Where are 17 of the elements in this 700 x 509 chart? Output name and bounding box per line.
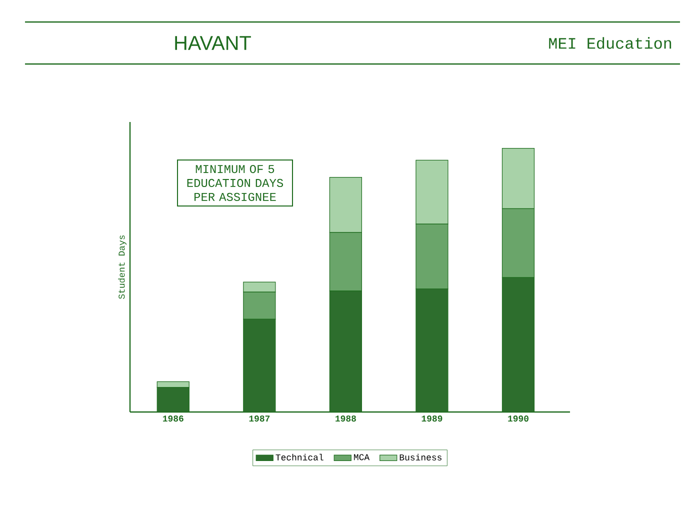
text: MEI Education (549, 37, 672, 49)
legend-label: MCA (354, 454, 370, 460)
bar (416, 288, 448, 412)
x-tick-label: 1990 (508, 416, 528, 422)
legend-label: Technical (276, 454, 324, 460)
x-tick-label: 1986 (162, 416, 184, 422)
annotation: MINIMUM OF 5 EDUCATION DAYS PER ASSIGNEE (187, 164, 284, 201)
x-tick-label: 1989 (422, 416, 442, 422)
bar (156, 387, 190, 412)
chart-subtitle: HAVANT (175, 36, 251, 50)
x-tick-label: 1987 (249, 416, 270, 422)
bar (243, 318, 276, 412)
legend-label: Business (400, 454, 442, 460)
x-tick-label: 1988 (336, 416, 356, 422)
bar (502, 277, 535, 412)
y-axis-title: Student Days (118, 235, 126, 299)
bar (329, 290, 362, 412)
